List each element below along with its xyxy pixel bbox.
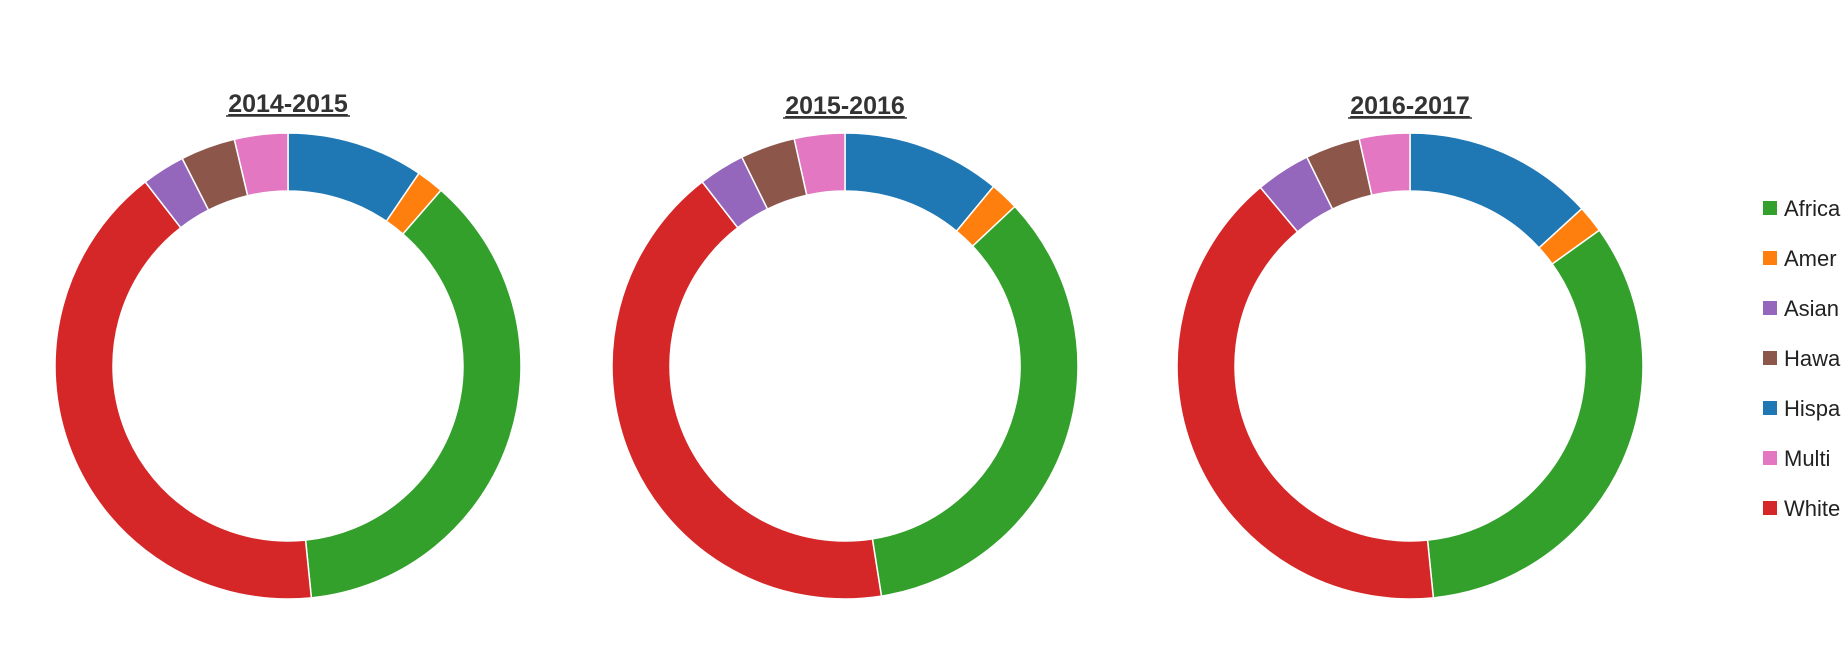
donut-slice-africa: [871, 205, 1079, 597]
legend-label-hispa: Hispa: [1784, 396, 1841, 421]
legend-swatch-hawa: [1763, 351, 1777, 365]
legend-label-amer: Amer: [1784, 246, 1837, 271]
legend-swatch-amer: [1763, 251, 1777, 265]
legend-swatch-white: [1763, 501, 1777, 515]
chart-title: 2016-2017: [1350, 92, 1470, 120]
donut-chart-2014-2015: 2014-2015: [54, 90, 522, 600]
legend-label-africa: Africa: [1784, 196, 1841, 221]
donut-chart-2015-2016: 2015-2016: [611, 92, 1079, 600]
donut-slice-white: [611, 180, 883, 600]
donut-slice-africa: [1426, 229, 1644, 599]
donut-slice-multi: [1358, 132, 1411, 197]
donut-slice-africa: [304, 189, 522, 599]
legend-swatch-multi: [1763, 451, 1777, 465]
legend-swatch-hispa: [1763, 401, 1777, 415]
legend-label-white: White: [1784, 496, 1840, 521]
legend: Africa Amer Asian Hawa Hispa Multi White: [1763, 196, 1841, 521]
chart-title: 2015-2016: [785, 92, 905, 120]
donut-slice-hispa: [1409, 132, 1583, 249]
legend-label-hawa: Hawa: [1784, 346, 1841, 371]
legend-swatch-asian: [1763, 301, 1777, 315]
donut-slice-multi: [793, 132, 846, 197]
chart-title: 2014-2015: [228, 90, 348, 118]
donut-slice-multi: [233, 132, 289, 197]
legend-swatch-africa: [1763, 201, 1777, 215]
legend-label-multi: Multi: [1784, 446, 1830, 471]
legend-label-asian: Asian: [1784, 296, 1839, 321]
donut-chart-2016-2017: 2016-2017: [1176, 92, 1644, 600]
donut-slice-white: [1176, 186, 1435, 600]
donut-slice-white: [54, 180, 313, 600]
